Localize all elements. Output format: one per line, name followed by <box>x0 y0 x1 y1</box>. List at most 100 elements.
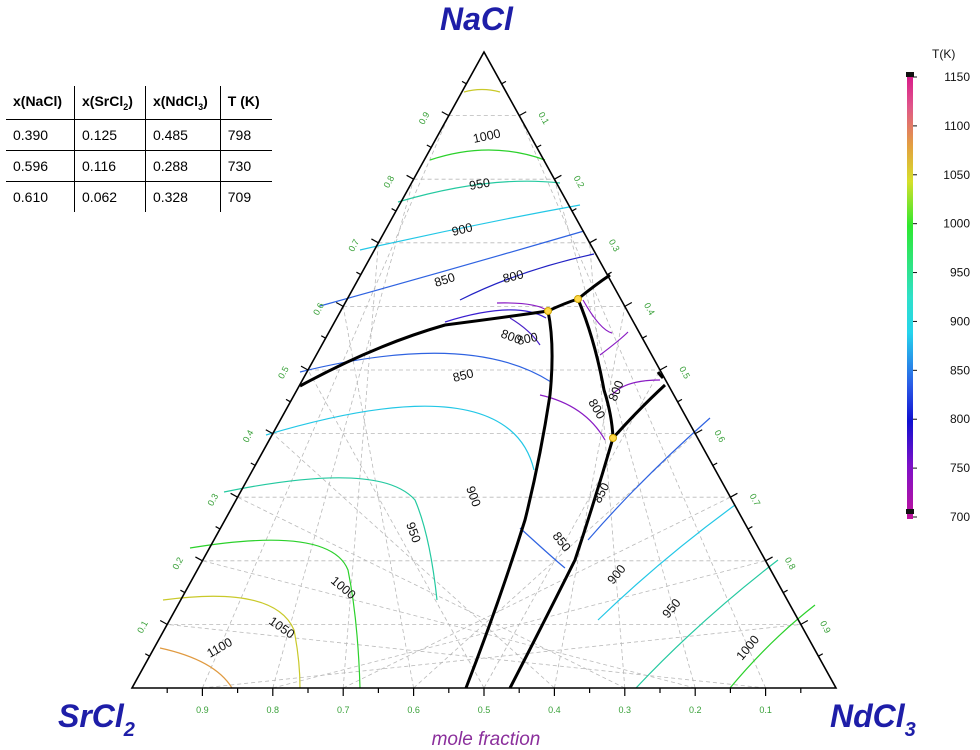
tick-labels-bottom: 0.9 0.8 0.7 0.6 0.5 0.4 0.3 0.2 0.1 <box>196 705 772 715</box>
isotherm-curves <box>159 88 816 689</box>
axis-tick <box>159 620 168 625</box>
tick-label: 0.7 <box>748 492 763 508</box>
axis-tick <box>371 238 379 244</box>
axis-tick <box>800 620 809 625</box>
tick-labels-right: 0.1 0.2 0.3 0.4 0.5 0.6 0.7 0.8 0.9 <box>536 110 832 635</box>
colorbar-tick-label: 900 <box>950 314 970 328</box>
isotherm-850-mid <box>299 352 552 383</box>
isotherm-850-bottom <box>519 527 566 569</box>
tick-label: 0.9 <box>196 705 209 715</box>
axis-tick <box>335 302 344 307</box>
isotherm-1100-top <box>463 88 501 93</box>
axis-tick <box>320 335 326 339</box>
tick-label: 0.1 <box>536 110 551 126</box>
axis-tick <box>356 271 362 276</box>
invariant-markers <box>544 295 617 442</box>
isotherm-label: 800 <box>516 330 539 348</box>
invariant-point-2 <box>574 295 582 303</box>
axis-tick <box>624 302 633 307</box>
isotherm-950-top <box>397 180 561 203</box>
tick-label: 0.3 <box>619 705 632 715</box>
axis-tick <box>730 492 738 498</box>
axis-ticks <box>144 80 824 696</box>
grid-line <box>343 496 731 689</box>
tick-label: 0.4 <box>548 705 561 715</box>
axis-tick <box>606 271 612 276</box>
axis-tick <box>642 335 648 339</box>
isotherm-label: 950 <box>403 520 423 544</box>
colorbar-tick-label: 850 <box>950 363 970 377</box>
colorbar-gradient <box>907 75 913 519</box>
table-cell: 0.390 <box>6 118 75 151</box>
isotherm-850-right <box>587 417 711 541</box>
table-header-cell: x(SrCl2) <box>74 86 146 120</box>
tick-label: 0.5 <box>677 365 692 381</box>
tick-label: 0.3 <box>206 492 221 508</box>
axis-tick <box>426 144 432 148</box>
axis-tick <box>441 111 450 117</box>
grid-line <box>483 369 661 689</box>
isotherm-label: 850 <box>451 366 475 385</box>
isotherm-label: 900 <box>450 220 474 239</box>
axis-tick <box>782 589 788 594</box>
grid-line <box>202 560 696 689</box>
table-cell: 709 <box>219 180 272 212</box>
grid-line <box>202 624 801 689</box>
axis-tick <box>265 429 274 435</box>
isotherm-label: 900 <box>605 562 629 587</box>
tick-label: 0.4 <box>241 428 256 444</box>
grid-line <box>272 179 414 689</box>
colorbar-tick-label: 700 <box>950 510 970 524</box>
boundary-right <box>611 383 667 440</box>
grid-line <box>167 624 766 689</box>
axis-tick <box>215 526 221 530</box>
isotherm-labels: 1000 950 900 850 800 800 800 850 900 950… <box>205 126 763 662</box>
colorbar-tick-label: 1100 <box>944 119 970 133</box>
table-header-cell: T (K) <box>219 86 272 120</box>
axis-tick <box>285 398 291 403</box>
isotherm-900-top <box>359 204 581 251</box>
table-cell: 798 <box>219 118 272 151</box>
axis-tick <box>195 556 203 562</box>
axis-tick <box>694 429 703 435</box>
table-row: 0.596 0.116 0.288 730 <box>6 149 272 182</box>
isotherm-label: 850 <box>433 270 457 290</box>
axis-tick <box>765 556 773 562</box>
colorbar-tick-label: 800 <box>950 412 970 426</box>
vertex-label-ndcl3: NdCl3 <box>830 698 916 741</box>
isotherm-label: 1100 <box>205 635 235 661</box>
colorbar-cap-bottom <box>906 509 914 514</box>
tick-label: 0.2 <box>572 174 587 190</box>
axis-title: mole fraction <box>432 729 541 750</box>
table-row: 0.610 0.062 0.328 709 <box>6 180 272 212</box>
colorbar-tick-label: 750 <box>950 461 970 475</box>
isotherm-label: 950 <box>468 176 491 193</box>
grid-line <box>237 496 625 689</box>
isotherm-label: 800 <box>606 378 627 403</box>
axis-tick <box>589 238 597 244</box>
tick-label: 0.9 <box>417 110 432 126</box>
axis-tick <box>659 365 668 371</box>
axis-tick <box>747 526 753 530</box>
tick-label: 0.4 <box>642 301 657 317</box>
tick-label: 0.3 <box>607 237 622 253</box>
axis-tick <box>571 208 577 212</box>
axis-tick <box>818 653 824 657</box>
isotherm-1000-left <box>189 539 361 689</box>
isotherm-800-top <box>459 253 595 301</box>
boundary-left <box>299 309 549 388</box>
vertex-label-srcl2: SrCl2 <box>58 698 135 741</box>
grid-line <box>307 369 485 689</box>
axis-tick <box>536 144 542 148</box>
tick-label: 0.9 <box>818 619 833 635</box>
tick-label: 0.6 <box>407 705 420 715</box>
colorbar-cap-top <box>906 72 914 77</box>
isotherm-900-right <box>597 504 736 621</box>
axis-tick <box>518 111 527 117</box>
colorbar-tick-label: 1000 <box>943 217 970 231</box>
invariant-point-3 <box>609 434 617 442</box>
axis-tick <box>391 208 397 212</box>
isotherm-800-right-c <box>599 331 629 356</box>
isotherm-label: 1000 <box>328 574 358 603</box>
isotherm-800-right-a <box>582 299 613 334</box>
